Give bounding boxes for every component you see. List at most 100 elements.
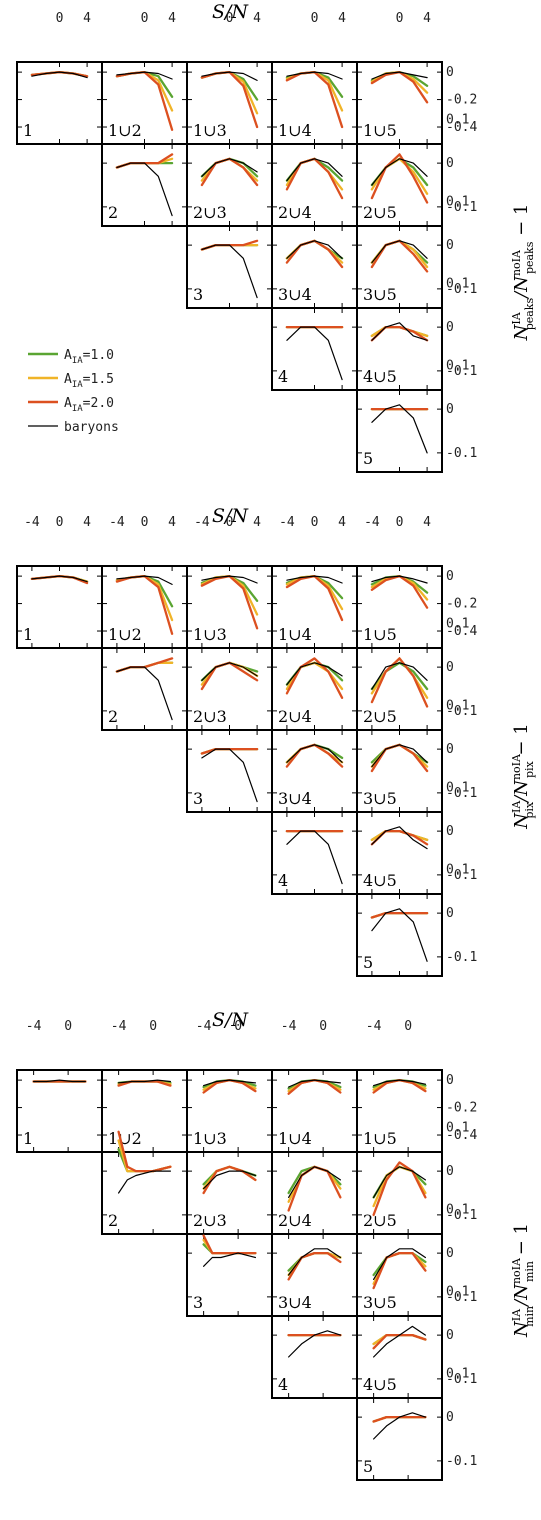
y-tick-label: -0.1 <box>446 446 477 461</box>
x-tick-label: -4 <box>26 1019 42 1034</box>
x-tick-label: 4 <box>168 515 176 530</box>
series-ia-2-0 <box>285 657 344 699</box>
panel-5: 5 <box>356 389 443 473</box>
y-axis-label-part: − 1 <box>511 1223 532 1261</box>
x-tick-label: 0 <box>319 1019 327 1034</box>
series-baryons <box>31 71 88 79</box>
x-tick-label: 4 <box>423 11 431 26</box>
panel-2∪3: 2∪3 <box>186 647 273 731</box>
legend-label: AIA=1.0 <box>64 348 114 366</box>
y-tick-label: 0.1 <box>446 194 469 209</box>
series-baryons <box>116 162 173 217</box>
x-tick-label: 0 <box>141 11 149 26</box>
panel-4: 4 <box>271 1315 358 1399</box>
series-ia-2-0 <box>115 657 174 673</box>
y-tick-label: 0.1 <box>446 698 469 713</box>
tile-label: 2 <box>108 203 118 222</box>
series-baryons <box>373 1412 426 1440</box>
chart-min: S/N-4 0 -4 0 -4 0 -4 0 -4 01 1∪2 1∪3 1∪4 1∪52 2∪3 2∪4 2∪… <box>16 1009 536 1481</box>
series-baryons <box>201 71 258 81</box>
y-tick-label: 0 <box>446 660 454 675</box>
panel-frame <box>356 1397 443 1481</box>
x-tick-label: -4 <box>111 1019 127 1034</box>
y-tick-label: 0.1 <box>446 616 469 631</box>
tile-label: 2∪3 <box>193 707 227 726</box>
series-baryons <box>371 744 428 768</box>
panel-1∪5: 1∪5 <box>356 61 443 145</box>
y-tick-label: -0.1 <box>446 868 477 883</box>
series-baryons <box>286 240 343 259</box>
series-baryons <box>371 404 428 454</box>
x-tick-label: 0 <box>226 11 234 26</box>
tile-label: 5 <box>363 449 373 468</box>
tile-label: 3∪4 <box>278 285 312 304</box>
series-baryons <box>371 240 428 264</box>
series-baryons <box>373 1325 426 1358</box>
series-baryons <box>371 322 428 341</box>
legend-label-part: =2.0 <box>83 396 114 411</box>
y-tick-label: 0 <box>446 569 454 584</box>
panel-2∪4: 2∪4 <box>271 143 358 227</box>
y-axis-label-part: /N <box>511 1283 532 1308</box>
y-tick-label: 0 <box>446 402 454 417</box>
tile-label: 2∪3 <box>193 1211 227 1230</box>
tile-label: 5 <box>363 1457 373 1476</box>
panel-1∪4: 1∪4 <box>271 1069 358 1153</box>
x-tick-label: 0 <box>396 515 404 530</box>
series-ia-2-0 <box>372 1333 427 1350</box>
x-axis-label: S/N <box>212 1009 249 1031</box>
tile-label: 4 <box>278 871 288 890</box>
tile-label: 3∪4 <box>278 1293 312 1312</box>
series-baryons <box>371 826 428 850</box>
panel-3∪5: 3∪5 <box>356 1233 443 1317</box>
legend-entry: AIA=1.5 <box>28 372 114 390</box>
x-tick-label: 4 <box>253 11 261 26</box>
x-tick-label: 0 <box>56 11 64 26</box>
panel-3: 3 <box>186 1233 273 1317</box>
panel-1: 1 <box>16 61 103 145</box>
y-tick-label: 0 <box>446 320 454 335</box>
x-tick-label: 0 <box>396 11 404 26</box>
y-axis-label-part: N <box>511 812 532 830</box>
y-tick-label: -0.4 <box>446 120 477 135</box>
panel-3∪4: 3∪4 <box>271 225 358 309</box>
panel-1∪3: 1∪3 <box>186 61 273 145</box>
panel-1∪4: 1∪4 <box>271 565 358 649</box>
panel-3: 3 <box>186 225 273 309</box>
series-baryons <box>371 908 428 962</box>
tile-label: 3 <box>193 285 203 304</box>
series-baryons <box>371 575 428 584</box>
series-ia-2-0 <box>200 661 259 691</box>
y-tick-label: 0.1 <box>446 1366 469 1381</box>
x-tick-label: 4 <box>423 515 431 530</box>
tile-label: 3 <box>193 789 203 808</box>
series-ia-2-0 <box>285 70 344 129</box>
legend-label-part: =1.5 <box>83 372 114 387</box>
y-axis-label-part: peaks <box>523 298 536 331</box>
y-axis-label: NIApix/NnoIApix − 1 <box>510 723 536 829</box>
y-axis-label-part: /N <box>511 275 532 300</box>
panel-3: 3 <box>186 729 273 813</box>
tile-label: 2∪5 <box>363 707 397 726</box>
series-baryons <box>371 71 428 80</box>
y-tick-label: 0 <box>446 238 454 253</box>
panel-2: 2 <box>101 1130 188 1235</box>
y-tick-label: 0 <box>446 156 454 171</box>
series-baryons <box>116 666 173 721</box>
panel-1∪3: 1∪3 <box>186 565 273 649</box>
x-tick-label: -4 <box>24 515 40 530</box>
series-baryons <box>203 1079 256 1087</box>
x-tick-label: 4 <box>338 515 346 530</box>
series-baryons <box>288 1079 341 1088</box>
y-axis-label-part: N <box>511 323 532 341</box>
series-baryons <box>286 744 343 763</box>
tile-label: 3∪5 <box>363 789 397 808</box>
tile-label: 1 <box>23 121 33 140</box>
panel-1∪2: 1∪2 <box>101 565 188 649</box>
series-baryons <box>203 1252 256 1267</box>
y-tick-label: 0 <box>446 65 454 80</box>
tile-label: 2∪5 <box>363 1211 397 1230</box>
series-baryons <box>286 662 343 686</box>
x-tick-label: 0 <box>234 1019 242 1034</box>
